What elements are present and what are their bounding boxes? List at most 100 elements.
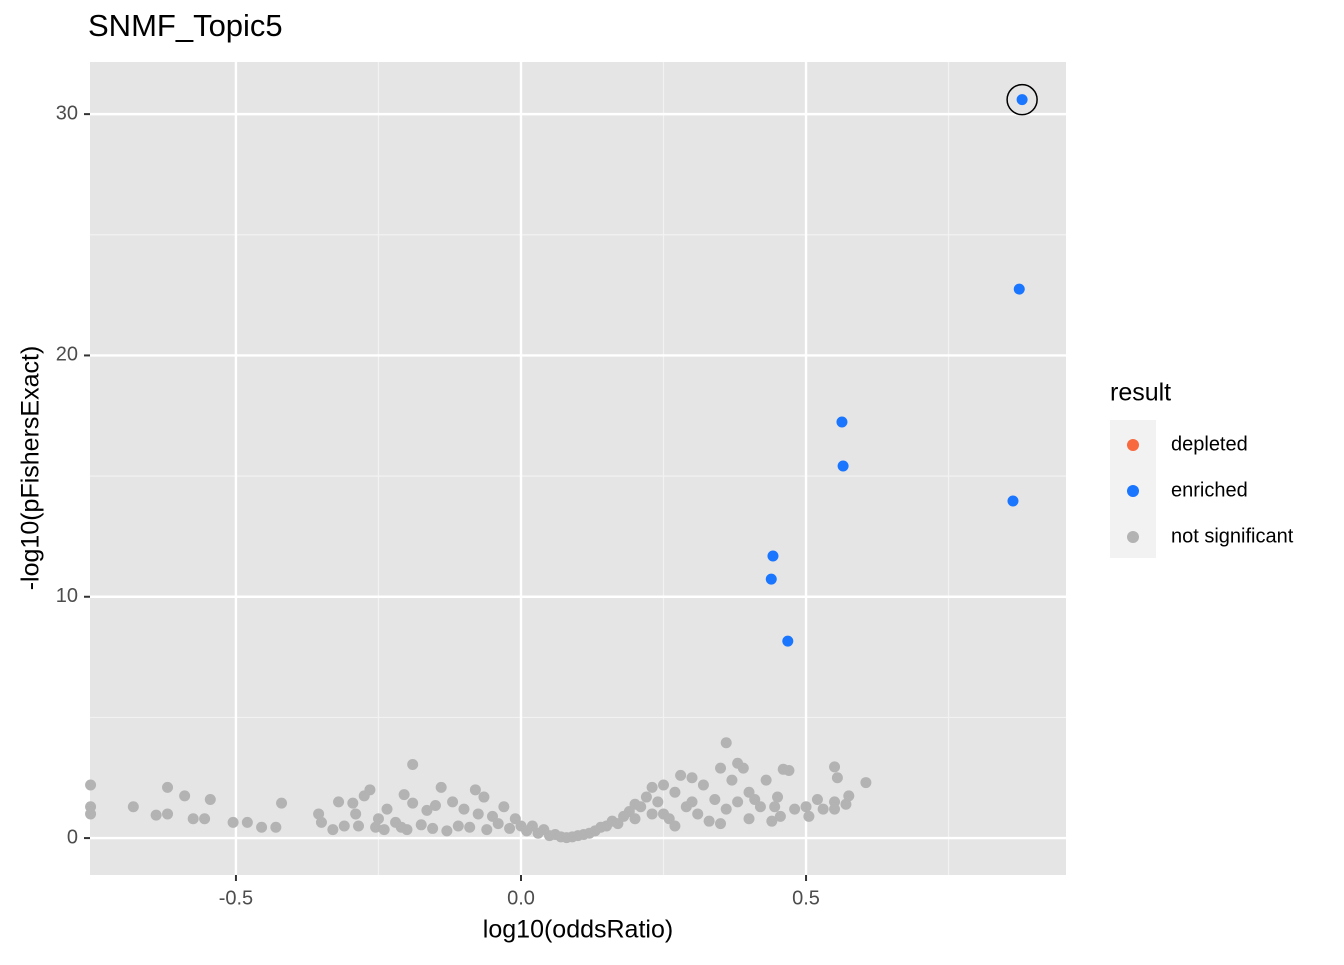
point xyxy=(829,803,841,815)
point xyxy=(504,822,516,834)
y-tick-label: 10 xyxy=(56,585,78,607)
point xyxy=(840,798,852,810)
point xyxy=(447,796,459,808)
point xyxy=(652,796,664,808)
point xyxy=(675,769,687,781)
legend-title: result xyxy=(1110,379,1171,407)
legend-key xyxy=(1127,531,1139,543)
point xyxy=(492,818,504,830)
x-axis-title: log10(oddsRatio) xyxy=(483,916,673,944)
point xyxy=(127,801,139,813)
y-tick-label: 0 xyxy=(67,826,78,848)
point xyxy=(709,793,721,805)
point xyxy=(333,796,345,808)
point xyxy=(800,801,812,813)
point xyxy=(697,779,709,791)
point xyxy=(441,825,453,837)
point xyxy=(162,781,174,793)
legend-label: depleted xyxy=(1171,433,1248,455)
point xyxy=(204,793,216,805)
point xyxy=(398,789,410,801)
x-tick-label: 0.5 xyxy=(792,887,820,909)
point xyxy=(256,821,268,833)
point xyxy=(782,635,794,647)
point xyxy=(347,797,359,809)
point xyxy=(1007,495,1019,507)
point xyxy=(843,790,855,802)
y-tick-label: 30 xyxy=(56,102,78,124)
point xyxy=(364,784,376,796)
point xyxy=(646,781,658,793)
point xyxy=(732,796,744,808)
point xyxy=(715,762,727,774)
point xyxy=(179,790,191,802)
point xyxy=(829,761,841,773)
point xyxy=(415,819,427,831)
legend-key xyxy=(1127,485,1139,497)
point xyxy=(421,804,433,816)
chart-title: SNMF_Topic5 xyxy=(88,8,283,43)
point xyxy=(831,772,843,784)
point xyxy=(227,816,239,828)
point xyxy=(769,801,781,813)
point xyxy=(429,800,441,812)
x-tick-label: 0.0 xyxy=(507,887,535,909)
point xyxy=(836,416,848,428)
point xyxy=(783,765,795,777)
point xyxy=(313,808,325,820)
point xyxy=(270,821,282,833)
point xyxy=(774,810,786,822)
point xyxy=(162,808,174,820)
point xyxy=(658,808,670,820)
point xyxy=(338,820,350,832)
point xyxy=(350,808,362,820)
highlight-ring xyxy=(1006,83,1038,116)
point xyxy=(241,816,253,828)
legend-key xyxy=(1127,439,1139,451)
point xyxy=(427,822,439,834)
point xyxy=(715,818,727,830)
point xyxy=(478,791,490,803)
point xyxy=(703,815,715,827)
point xyxy=(669,820,681,832)
point xyxy=(837,460,849,472)
point xyxy=(860,777,872,789)
point xyxy=(646,808,658,820)
point xyxy=(737,762,749,774)
point xyxy=(692,808,704,820)
point xyxy=(498,801,510,813)
point xyxy=(772,791,784,803)
point xyxy=(401,824,413,836)
point xyxy=(817,803,829,815)
point xyxy=(370,821,382,833)
point xyxy=(458,803,470,815)
point xyxy=(1016,94,1028,106)
point xyxy=(381,803,393,815)
y-axis-title: -log10(pFishersExact) xyxy=(17,346,45,591)
point xyxy=(407,797,419,809)
point xyxy=(686,772,698,784)
point xyxy=(767,550,779,562)
point xyxy=(85,779,97,791)
point xyxy=(353,820,365,832)
legend-label: not significant xyxy=(1171,525,1294,547)
point xyxy=(743,813,755,825)
point xyxy=(760,774,772,786)
point xyxy=(765,573,777,585)
point xyxy=(464,821,476,833)
point xyxy=(629,813,641,825)
point xyxy=(669,786,681,798)
point xyxy=(658,779,670,791)
point xyxy=(372,813,384,825)
point xyxy=(766,815,778,827)
point xyxy=(150,809,162,821)
point xyxy=(720,803,732,815)
x-tick-label: -0.5 xyxy=(219,887,253,909)
point xyxy=(407,758,419,770)
panel xyxy=(90,62,1066,875)
point xyxy=(315,816,327,828)
point xyxy=(1013,283,1025,295)
y-tick-label: 20 xyxy=(56,344,78,366)
point xyxy=(472,808,484,820)
point xyxy=(640,791,652,803)
